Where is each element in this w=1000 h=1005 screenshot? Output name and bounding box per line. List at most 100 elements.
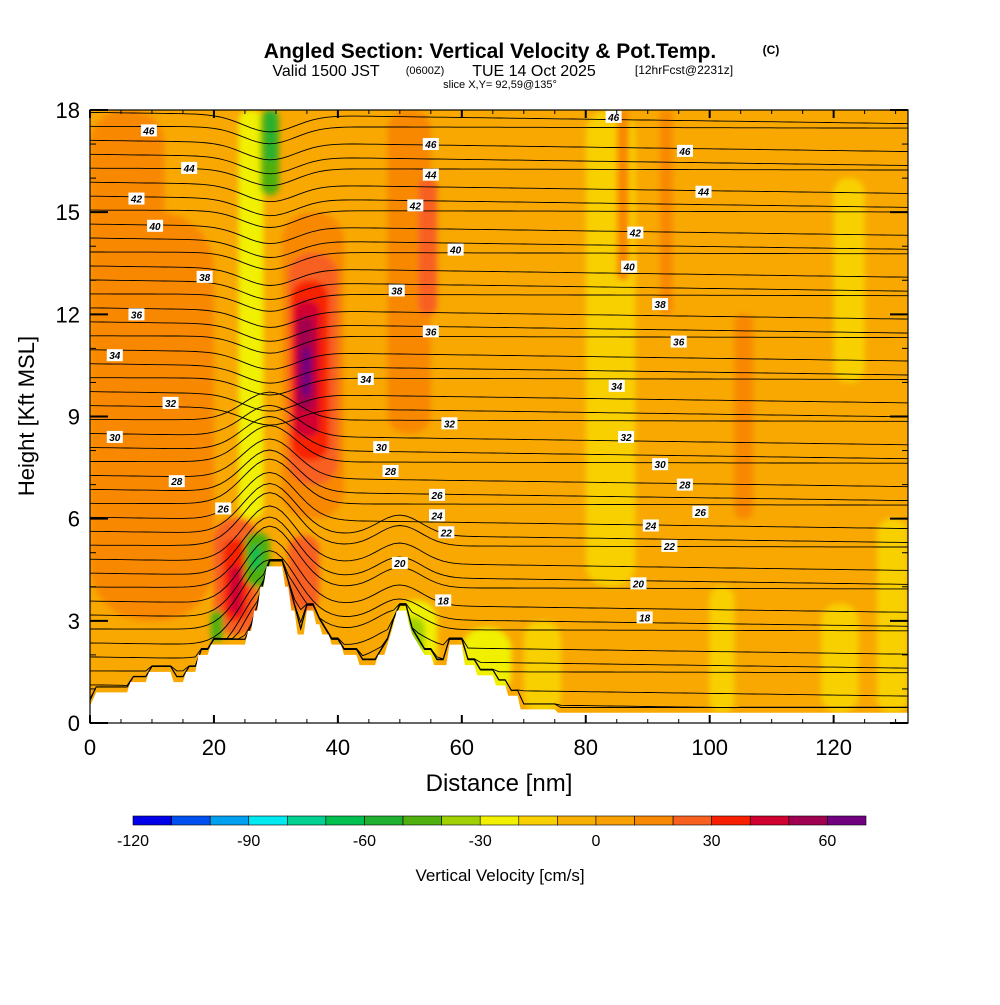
colorbar-swatch-3 (248, 815, 288, 826)
theta-label-box-27 (676, 144, 693, 157)
colorbar-swatch-16 (749, 815, 790, 826)
theta-contour-line-13 (90, 483, 908, 543)
theta-label-box-17 (357, 373, 374, 386)
theta-label-box-20 (382, 464, 399, 477)
chart-title-suffix: (C) (763, 43, 780, 57)
theta-label-2: 42 (130, 195, 143, 206)
theta-contour-line-32 (90, 265, 908, 286)
velocity-cell-24 (616, 110, 630, 281)
theta-contour-line-25 (90, 363, 908, 384)
theta-label-box-32 (670, 335, 687, 348)
colorbar-tick-label-1: -90 (237, 833, 260, 850)
theta-label-9: 28 (170, 477, 183, 488)
theta-contour-line-31 (90, 279, 908, 300)
colorbar-swatch-15 (711, 815, 751, 826)
theta-label-8: 30 (109, 433, 121, 444)
theta-contour-line-8 (90, 538, 908, 613)
velocity-cell-4 (266, 110, 276, 162)
theta-contour-line-21 (90, 391, 908, 422)
theta-contour-line-22 (90, 405, 908, 426)
theta-contour-line-36 (90, 209, 908, 228)
theta-contour-line-17 (90, 438, 908, 488)
theta-label-28: 44 (697, 188, 710, 199)
theta-label-26: 46 (607, 113, 620, 124)
theta-label-31: 38 (655, 300, 667, 311)
theta-contour-line-6 (90, 558, 908, 632)
theta-contour-line-9 (90, 525, 908, 590)
theta-contour-line-29 (90, 307, 908, 328)
theta-label-box-41 (636, 611, 653, 624)
theta-label-box-31 (652, 298, 669, 311)
theta-label-30: 40 (623, 263, 636, 274)
theta-label-38: 24 (644, 521, 657, 532)
chart-subtitle-date: TUE 14 Oct 2025 (472, 63, 596, 80)
theta-label-box-33 (608, 379, 625, 392)
colorbar-swatch-18 (827, 815, 867, 826)
theta-contour-line-42 (90, 125, 908, 145)
theta-label-4: 38 (199, 273, 211, 284)
theta-label-23: 22 (440, 528, 453, 539)
colorbar-swatch-5 (325, 815, 365, 826)
theta-label-box-12 (422, 168, 439, 181)
colorbar-swatch-14 (672, 815, 712, 826)
y-axis-label: Height [Kft MSL] (14, 336, 39, 496)
theta-label-34: 32 (620, 433, 632, 444)
theta-label-box-37 (692, 505, 709, 518)
velocity-cell-22 (418, 178, 438, 315)
theta-label-19: 30 (376, 443, 388, 454)
theta-label-29: 42 (629, 229, 642, 240)
theta-label-box-2 (128, 192, 145, 205)
colorbar-swatch-12 (595, 815, 635, 826)
x-tick-label-6: 120 (815, 735, 852, 760)
theta-label-7: 32 (165, 399, 177, 410)
theta-contour-line-12 (90, 492, 908, 548)
theta-label-box-5 (128, 308, 145, 321)
theta-label-box-29 (627, 226, 644, 239)
velocity-cell-13 (229, 566, 242, 615)
theta-contour-line-30 (90, 293, 908, 312)
colorbar-swatch-4 (287, 815, 327, 826)
chart-subtitle-utc: (0600Z) (406, 65, 445, 77)
chart-subtitle-forecast: [12hrFcst@2231z] (635, 63, 733, 77)
velocity-cell-14 (210, 610, 224, 642)
colorbar-swatch-7 (402, 815, 442, 826)
colorbar-swatch-0 (132, 815, 172, 826)
x-tick-label-1: 20 (202, 735, 226, 760)
theta-contour-line-38 (90, 181, 908, 203)
theta-label-17: 34 (360, 375, 372, 386)
theta-label-box-13 (407, 199, 424, 212)
theta-label-box-28 (695, 185, 712, 198)
velocity-cell-29 (877, 518, 908, 713)
colorbar (132, 815, 867, 826)
y-tick-label-6: 18 (56, 98, 80, 123)
theta-contour-line-33 (90, 251, 908, 270)
theta-label-0: 46 (142, 126, 155, 137)
y-tick-label-3: 9 (68, 405, 80, 430)
theta-contour-line-19 (90, 416, 908, 460)
y-tick-label-1: 3 (68, 609, 80, 634)
theta-label-15: 38 (391, 286, 403, 297)
theta-contour-line-28 (90, 321, 908, 342)
theta-label-box-3 (147, 219, 164, 232)
theta-label-10: 26 (217, 504, 230, 515)
theta-label-box-40 (630, 577, 647, 590)
theta-label-box-11 (422, 138, 439, 151)
colorbar-swatch-13 (634, 815, 674, 826)
theta-label-box-7 (162, 396, 179, 409)
y-tick-label-0: 0 (68, 711, 80, 736)
colorbar-tick-label-5: 30 (703, 833, 721, 850)
x-tick-label-2: 40 (326, 735, 350, 760)
velocity-cell-31 (833, 178, 865, 383)
theta-label-box-8 (106, 430, 123, 443)
theta-label-3: 40 (149, 222, 162, 233)
theta-contour-labels: 46 44 42 40 38 36 34 32 30 28 26 46 44 42 40 38 36 34 32 30… (106, 110, 712, 624)
theta-label-33: 34 (611, 382, 623, 393)
colorbar-swatch-17 (788, 815, 828, 826)
colorbar-tick-label-2: -60 (353, 833, 376, 850)
theta-label-24: 20 (393, 559, 406, 570)
velocity-cell-27 (709, 586, 735, 713)
theta-label-35: 30 (655, 460, 667, 471)
y-tick-label-2: 6 (68, 507, 80, 532)
